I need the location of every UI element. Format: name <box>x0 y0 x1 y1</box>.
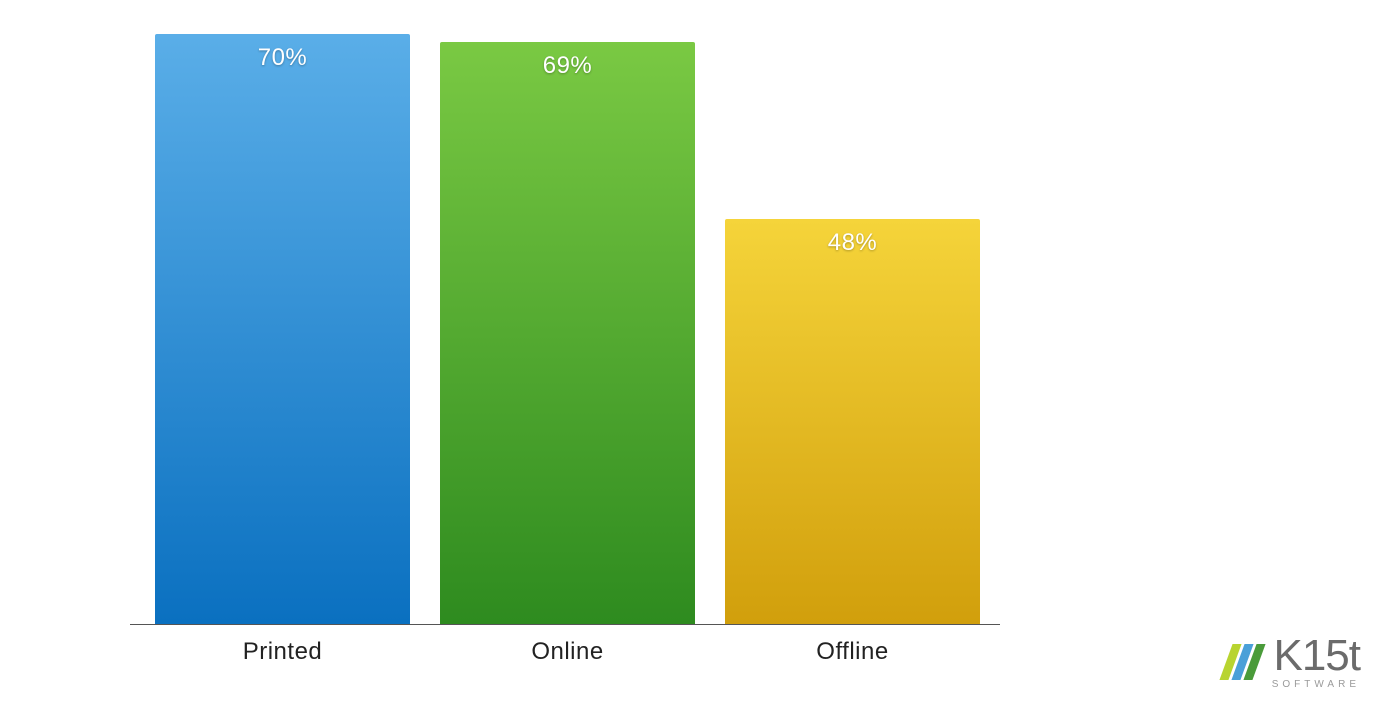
bar-value-label: 48% <box>725 229 980 257</box>
bar-value-label: 70% <box>155 44 410 72</box>
bars-container: 70%Printed69%Online48%Offline <box>130 35 1000 624</box>
bar-chart: 70%Printed69%Online48%Offline <box>130 35 1000 625</box>
bar-offline: 48%Offline <box>725 219 980 624</box>
logo-sub-text: SOFTWARE <box>1272 680 1360 690</box>
logo-main-text: K15t <box>1273 634 1360 678</box>
brand-logo: K15t SOFTWARE <box>1226 634 1360 690</box>
bar-category-label: Offline <box>725 638 980 666</box>
bar-online: 69%Online <box>440 42 695 624</box>
logo-slashes-icon <box>1226 644 1262 680</box>
bar-category-label: Printed <box>155 638 410 666</box>
bar-category-label: Online <box>440 638 695 666</box>
logo-text: K15t SOFTWARE <box>1272 634 1360 690</box>
bar-value-label: 69% <box>440 52 695 80</box>
bar-printed: 70%Printed <box>155 34 410 624</box>
